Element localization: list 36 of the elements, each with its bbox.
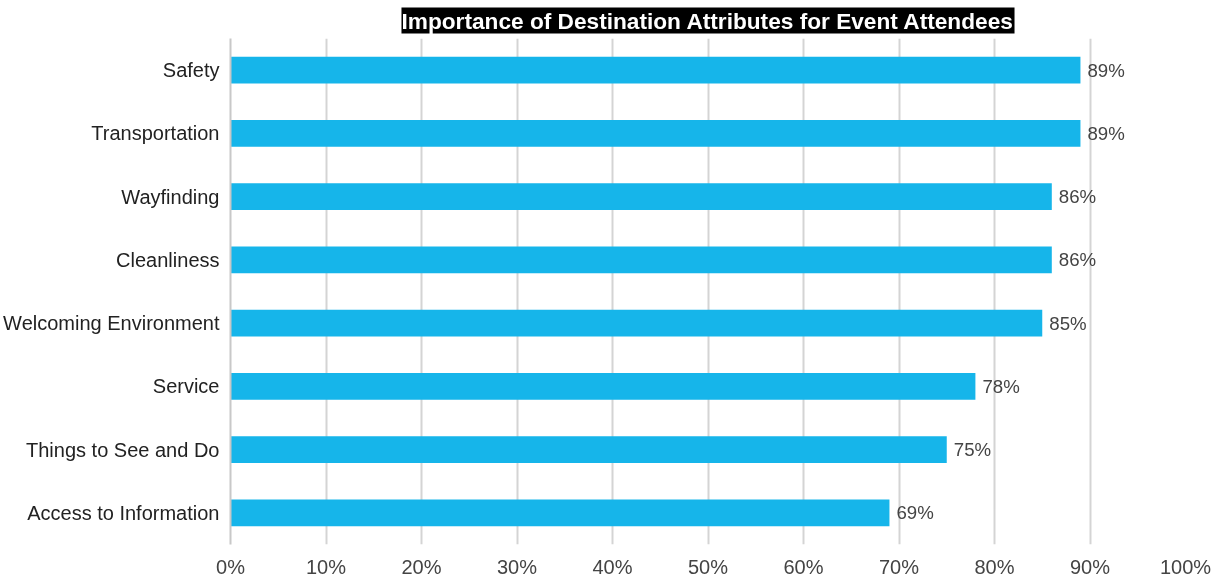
x-tick-label: 70% [878,555,920,578]
x-tick-label: 90% [1069,555,1111,578]
y-tick-label: Welcoming Environment [3,312,220,335]
x-tick-label: 50% [687,555,729,578]
data-label: 69% [896,502,934,524]
x-tick-label: 20% [401,555,442,578]
x-tick-label: 100% [1159,555,1212,578]
x-tick-label: 30% [496,555,538,578]
bar [230,499,890,527]
x-tick-label: 60% [783,555,824,578]
y-tick-label: Service [152,375,220,398]
bar [230,246,1052,274]
y-tick-label: Things to See and Do [26,438,220,461]
chart-title: Importance of Destination Attributes for Event Attendees [401,7,1013,34]
x-tick-label: 40% [592,555,633,578]
data-label: 75% [953,439,992,461]
data-label: 89% [1087,122,1125,144]
bar [230,309,1043,337]
data-label: 89% [1087,59,1125,81]
y-tick-label: Transportation [91,122,220,145]
x-tick-label: 80% [974,555,1015,578]
bar [230,56,1081,84]
bar [230,373,976,400]
data-label: 85% [1049,312,1087,334]
y-tick-label: Access to Information [27,501,220,524]
bar [230,183,1052,210]
y-tick-label: Safety [162,59,220,82]
data-label: 78% [982,375,1020,397]
x-tick-label: 0% [216,555,246,578]
y-tick-label: Wayfinding [121,185,220,208]
x-tick-label: 10% [305,555,347,578]
data-label: 86% [1058,249,1097,271]
y-tick-label: Cleanliness [116,248,220,271]
data-label: 86% [1058,186,1097,208]
bar [230,120,1081,147]
bar [230,436,947,463]
